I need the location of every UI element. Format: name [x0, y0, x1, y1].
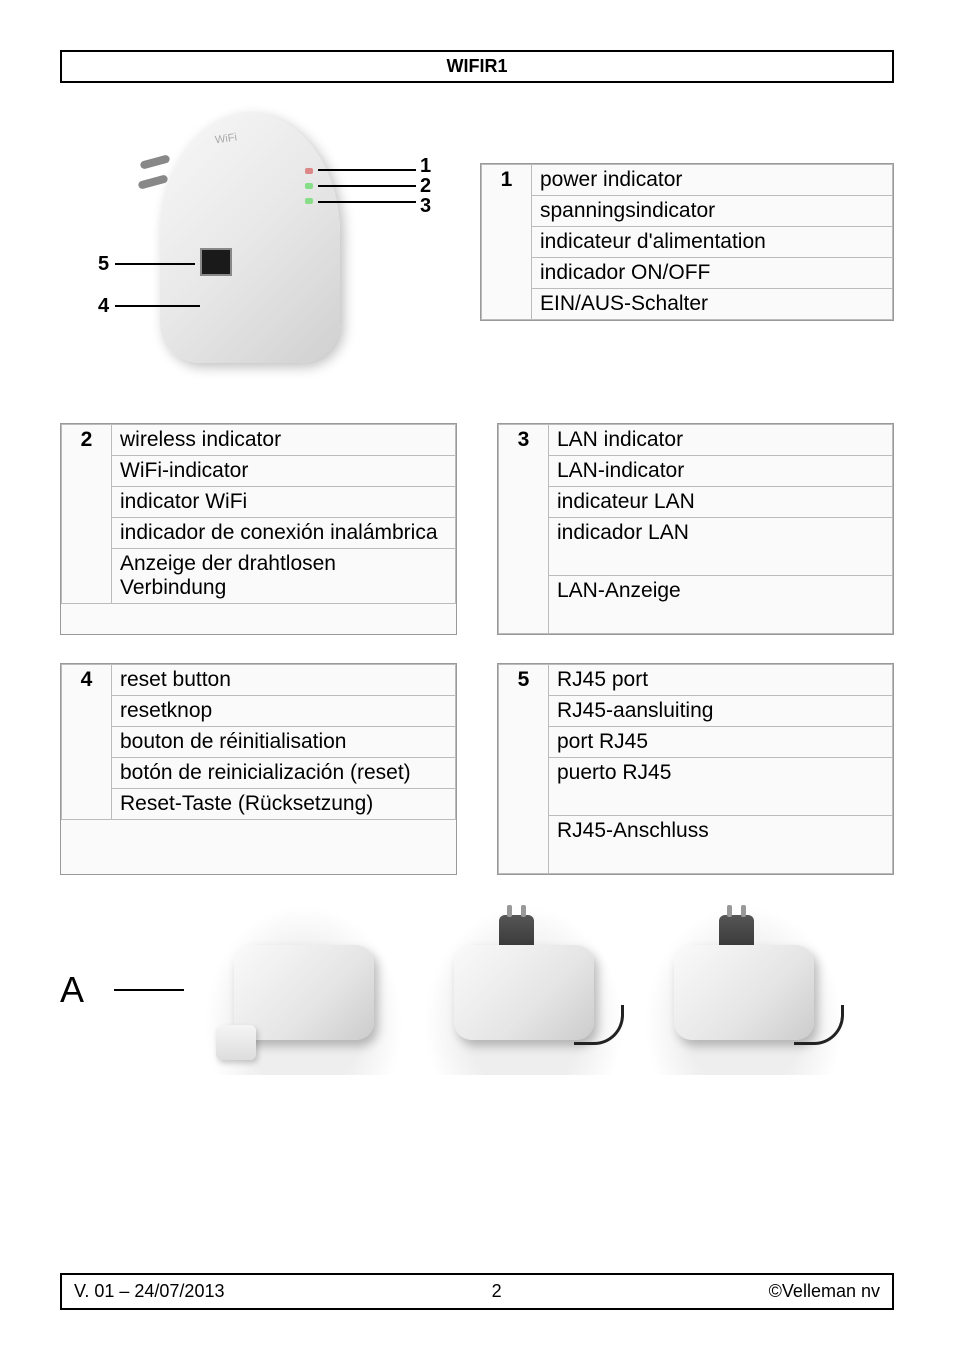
- callout-line: [318, 185, 416, 187]
- table-cell: indicateur LAN: [549, 487, 893, 518]
- table-cell: botón de reinicialización (reset): [112, 758, 456, 789]
- table-cell: indicateur d'alimentation: [532, 227, 893, 258]
- photo-adapter-shape: [216, 1025, 256, 1060]
- table-cell: power indicator: [532, 165, 893, 196]
- page-footer: V. 01 – 24/07/2013 2 ©Velleman nv: [60, 1273, 894, 1310]
- table-3: 3 LAN indicator LAN-indicator indicateur…: [497, 423, 894, 635]
- table-number: 2: [62, 425, 112, 604]
- table-cell: Anzeige der drahtlosen Verbindung: [112, 549, 456, 604]
- photo-device-shape: [454, 945, 594, 1040]
- photo-row: A: [60, 905, 894, 1075]
- callout-number: 3: [420, 195, 431, 218]
- table-cell: wireless indicator: [112, 425, 456, 456]
- table-cell: indicador LAN: [549, 518, 893, 576]
- table-cell: spanningsindicator: [532, 196, 893, 227]
- led-icon: [305, 198, 313, 204]
- section-letter: A: [60, 969, 84, 1011]
- callout-number: 4: [98, 295, 109, 318]
- table-cell: WiFi-indicator: [112, 456, 456, 487]
- led-icon: [305, 168, 313, 174]
- footer-copyright: ©Velleman nv: [769, 1281, 880, 1302]
- header-title: WIFIR1: [447, 56, 508, 76]
- table-cell: RJ45-aansluiting: [549, 696, 893, 727]
- callout-line: [318, 169, 416, 171]
- footer-version: V. 01 – 24/07/2013: [74, 1281, 224, 1302]
- section-letter-line: [114, 989, 184, 991]
- row-2-3: 2 wireless indicator WiFi-indicator indi…: [60, 423, 894, 635]
- table-cell: LAN-Anzeige: [549, 576, 893, 634]
- callout-line: [115, 263, 195, 265]
- rj45-port-icon: [200, 248, 232, 276]
- table-cell: LAN indicator: [549, 425, 893, 456]
- table-cell: puerto RJ45: [549, 758, 893, 816]
- table-number: 1: [482, 165, 532, 320]
- table-1: 1 power indicator spanningsindicator ind…: [480, 163, 894, 321]
- table-cell: resetknop: [112, 696, 456, 727]
- product-photo: [644, 905, 844, 1075]
- table-5: 5 RJ45 port RJ45-aansluiting port RJ45 p…: [497, 663, 894, 875]
- photo-device-shape: [674, 945, 814, 1040]
- product-photo: [204, 905, 404, 1075]
- led-icon: [305, 183, 313, 189]
- table-number: 3: [499, 425, 549, 634]
- table-cell: LAN-indicator: [549, 456, 893, 487]
- product-diagram: WiFi 1 2 3 4 5: [60, 103, 460, 383]
- table-2: 2 wireless indicator WiFi-indicator indi…: [60, 423, 457, 635]
- table-cell: Reset-Taste (Rücksetzung): [112, 789, 456, 820]
- table-number: 4: [62, 665, 112, 820]
- callout-line: [115, 305, 200, 307]
- device-body-shape: [160, 113, 340, 363]
- product-photo: [424, 905, 624, 1075]
- table-cell: bouton de réinitialisation: [112, 727, 456, 758]
- table-cell: reset button: [112, 665, 456, 696]
- callout-line: [318, 201, 416, 203]
- photo-cable-shape: [794, 1005, 844, 1045]
- top-row: WiFi 1 2 3 4 5 1 power indicator spannin…: [60, 103, 894, 383]
- photo-cable-shape: [574, 1005, 624, 1045]
- header-title-box: WIFIR1: [60, 50, 894, 83]
- row-4-5: 4 reset button resetknop bouton de réini…: [60, 663, 894, 875]
- table-4: 4 reset button resetknop bouton de réini…: [60, 663, 457, 875]
- table-number: 5: [499, 665, 549, 874]
- photo-device-shape: [234, 945, 374, 1040]
- table-cell: indicador de conexión inalámbrica: [112, 518, 456, 549]
- plug-prong-icon: [137, 174, 168, 189]
- callout-number: 5: [98, 253, 109, 276]
- table-cell: port RJ45: [549, 727, 893, 758]
- table-cell: RJ45-Anschluss: [549, 816, 893, 874]
- table-cell: EIN/AUS-Schalter: [532, 289, 893, 320]
- table-cell: indicador ON/OFF: [532, 258, 893, 289]
- footer-page-number: 2: [492, 1281, 502, 1302]
- table-cell: indicator WiFi: [112, 487, 456, 518]
- table-cell: RJ45 port: [549, 665, 893, 696]
- plug-prong-icon: [139, 154, 170, 169]
